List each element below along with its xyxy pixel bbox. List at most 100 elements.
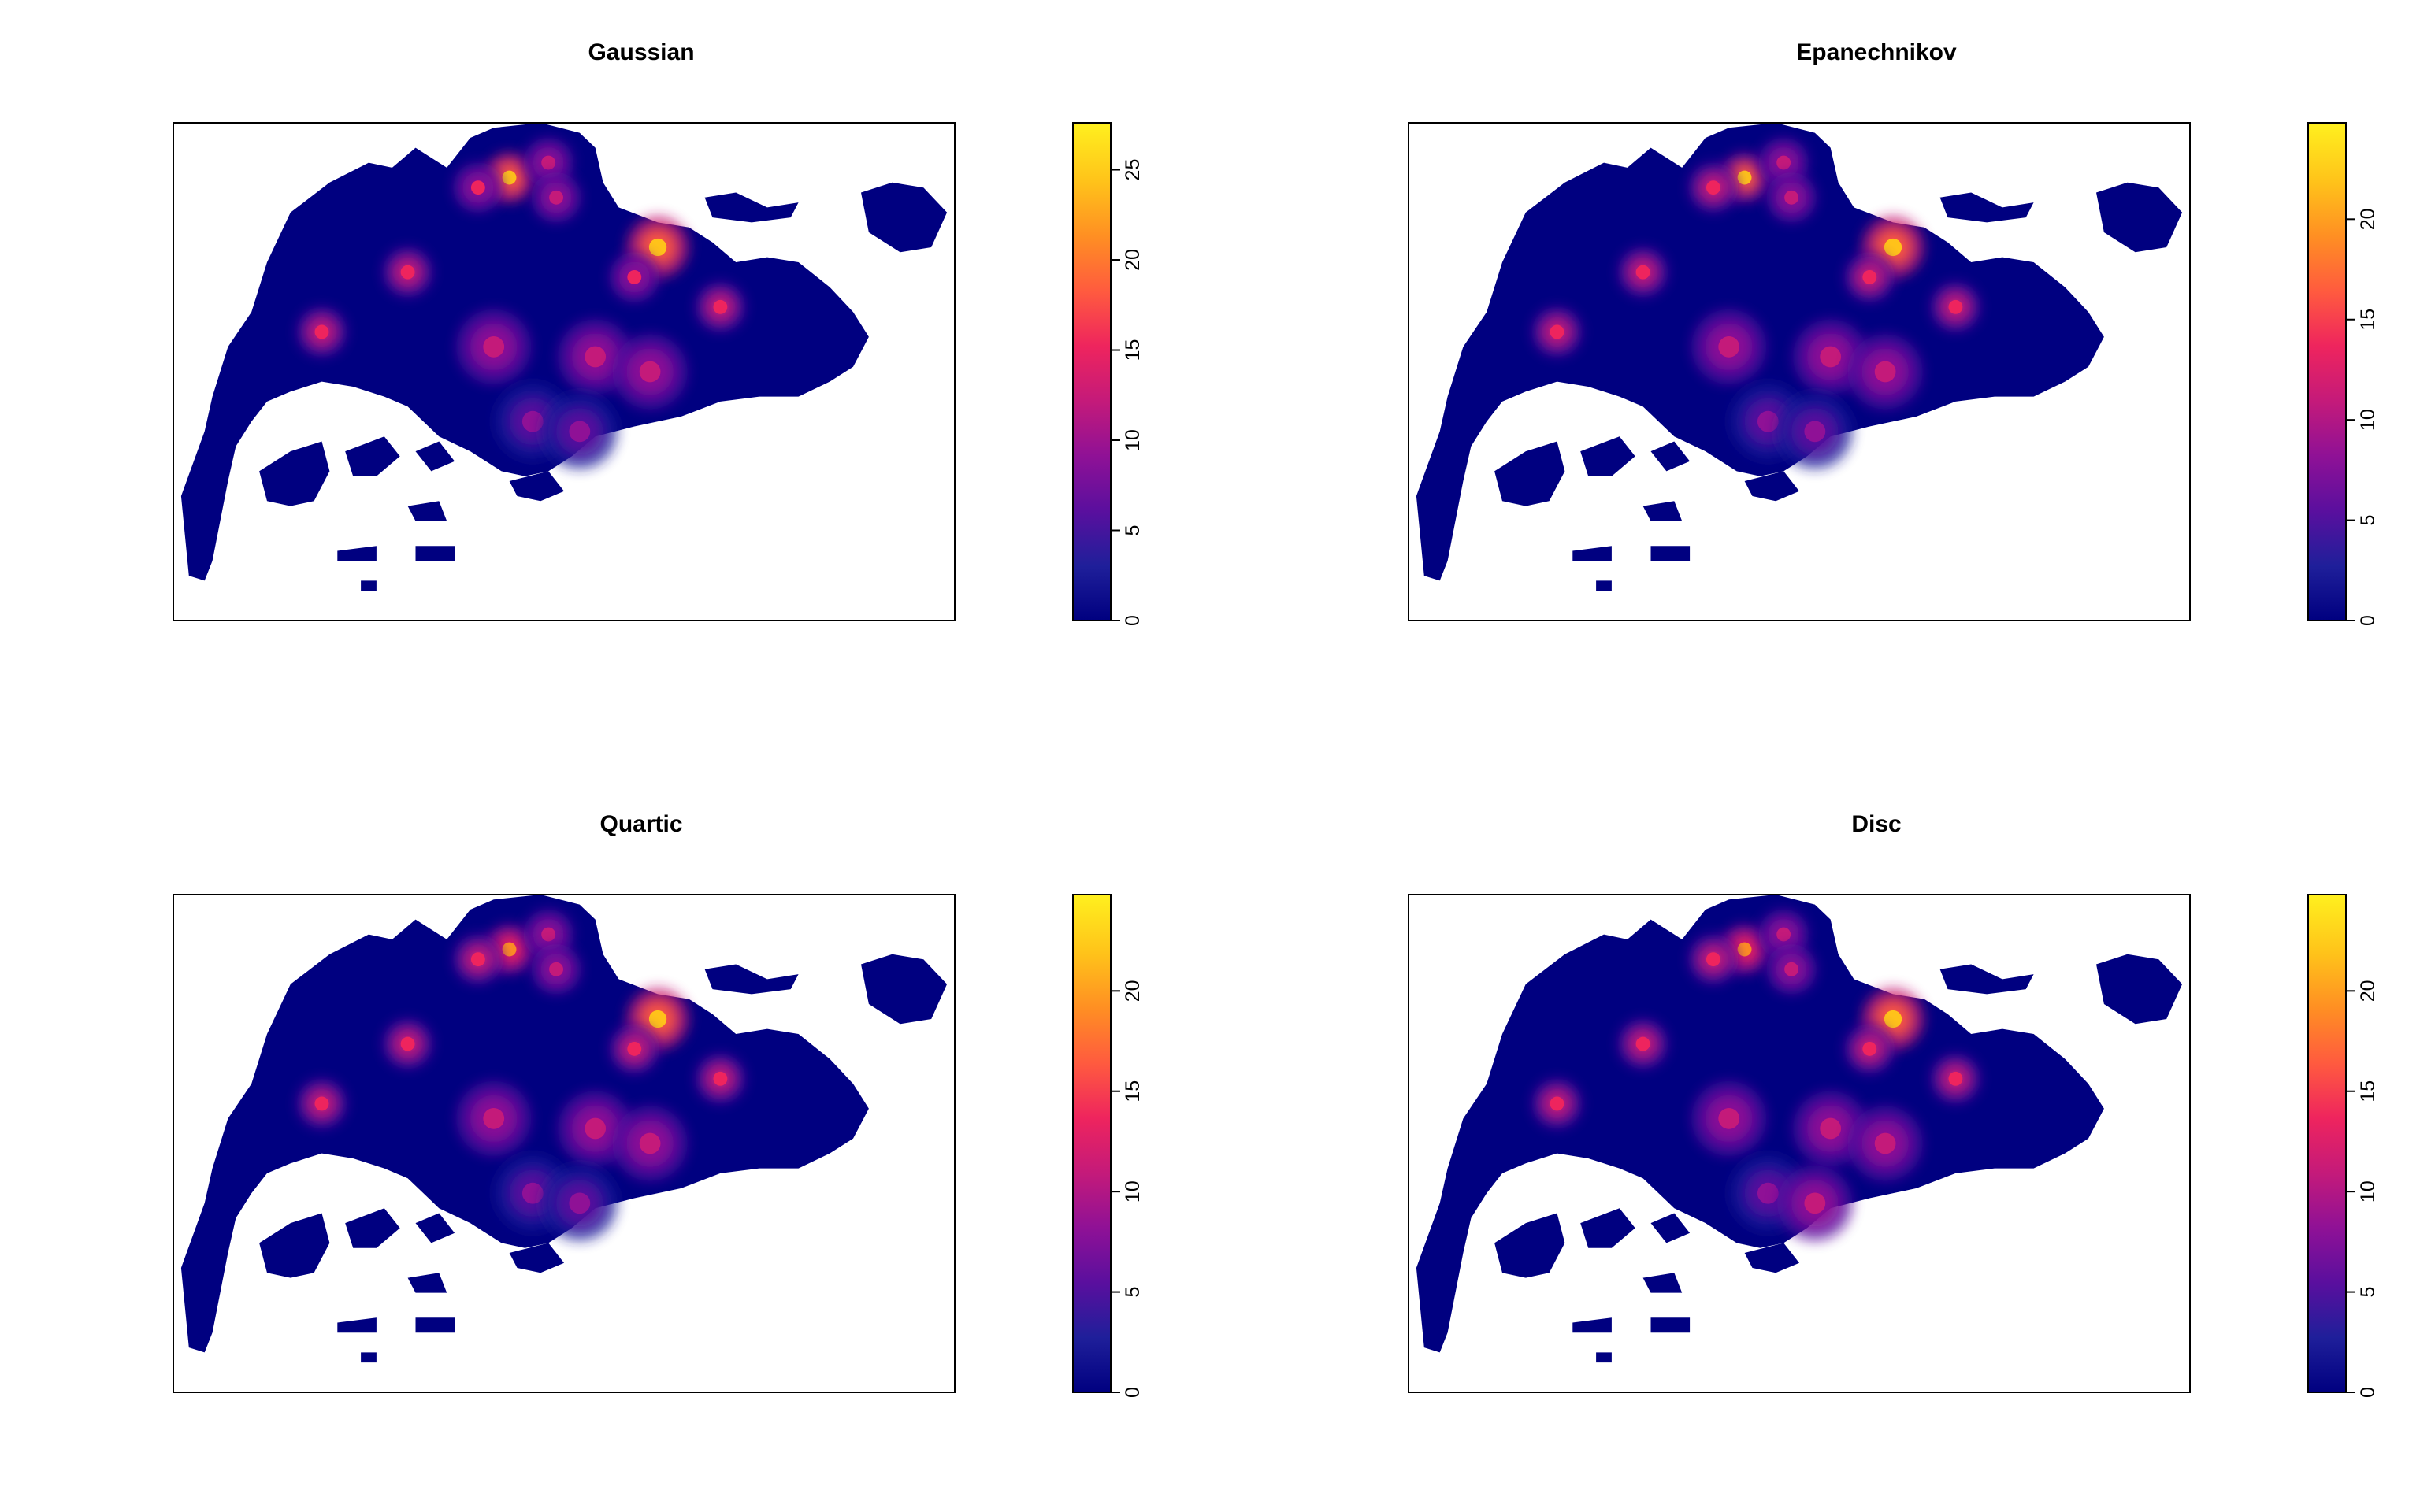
density-hotspot xyxy=(382,246,433,298)
colorbar-ticks: 0 5 10 15 20 xyxy=(1111,980,1144,1398)
density-hotspot xyxy=(1617,1018,1668,1069)
density-hotspot xyxy=(1688,934,1739,984)
density-hotspot xyxy=(296,1078,347,1129)
land-island xyxy=(1939,192,2034,223)
colorbar-tick-label: 0 xyxy=(2357,1387,2379,1398)
colorbar-tick-label: 0 xyxy=(2357,615,2379,626)
density-hotspot xyxy=(453,934,503,984)
colorbar-tick-label: 25 xyxy=(1122,159,1144,181)
colorbar-tick-label: 20 xyxy=(2357,980,2379,1002)
colorbar xyxy=(2307,122,2347,621)
panel-disc: Disc 0 5 10 15 20 xyxy=(1408,811,2379,1398)
land-island xyxy=(1642,501,1683,521)
density-hotspot xyxy=(1691,309,1767,385)
density-hotspot xyxy=(382,1018,433,1069)
plot-frame xyxy=(173,122,956,621)
colorbar-tick-label: 10 xyxy=(2357,1180,2379,1203)
land-island xyxy=(407,1273,447,1293)
density-map xyxy=(180,895,948,1363)
land-island xyxy=(1596,1352,1612,1363)
land-island xyxy=(259,1213,330,1278)
chart-title: Epanechnikov xyxy=(1796,39,1957,65)
density-hotspot xyxy=(695,282,746,332)
density-hotspot xyxy=(1766,172,1817,223)
colorbar-ticks: 0 5 10 15 20 xyxy=(2346,208,2379,626)
land-island xyxy=(1596,580,1612,591)
colorbar-tick-label: 5 xyxy=(1122,525,1144,536)
density-hotspot xyxy=(1777,394,1853,469)
land-island xyxy=(1494,1213,1565,1278)
density-hotspot xyxy=(1847,334,1923,410)
colorbar-tick-label: 10 xyxy=(2357,409,2379,431)
land-island xyxy=(1572,546,1612,561)
panel-epanechnikov: Epanechnikov 0 5 10 15 20 xyxy=(1408,39,2379,626)
land-island xyxy=(361,1352,377,1363)
density-hotspot xyxy=(609,1024,660,1074)
density-hotspot xyxy=(531,172,581,223)
land-island xyxy=(415,546,455,561)
land-island xyxy=(704,192,799,223)
land-island xyxy=(1650,441,1691,472)
plot-frame xyxy=(173,894,956,1393)
colorbar-tick-label: 0 xyxy=(1122,1387,1144,1398)
colorbar-tick-label: 0 xyxy=(1122,615,1144,626)
chart-title: Quartic xyxy=(599,811,682,837)
density-hotspot xyxy=(1691,1080,1767,1157)
colorbar-tick-label: 15 xyxy=(1122,339,1144,361)
land-island xyxy=(1572,1317,1612,1333)
land-island xyxy=(1650,546,1691,561)
land-island xyxy=(1650,1317,1691,1333)
density-hotspot xyxy=(1847,1106,1923,1181)
density-hotspot xyxy=(609,252,660,302)
density-hotspot xyxy=(542,1166,618,1241)
chart-title: Gaussian xyxy=(588,39,694,65)
colorbar-tick-label: 15 xyxy=(2357,1080,2379,1102)
colorbar xyxy=(2307,894,2347,1393)
land-island xyxy=(1494,441,1565,506)
land-island xyxy=(2096,954,2183,1025)
colorbar-tick-label: 20 xyxy=(1122,249,1144,271)
density-hotspot xyxy=(612,1106,688,1181)
land-island xyxy=(1580,436,1635,476)
density-hotspot xyxy=(531,944,581,995)
density-hotspot xyxy=(1930,282,1981,332)
colorbar-tick-label: 5 xyxy=(2357,1287,2379,1298)
plot-frame xyxy=(1408,122,2191,621)
density-hotspot xyxy=(1766,944,1817,995)
density-hotspot xyxy=(1617,246,1668,298)
panel-gaussian: Gaussian 0 5 10 15 20 25 xyxy=(173,39,1144,626)
land-island xyxy=(1744,471,1799,502)
land-island xyxy=(345,1208,400,1248)
land-island xyxy=(861,954,948,1025)
density-hotspot xyxy=(542,394,618,469)
plot-frame xyxy=(1408,894,2191,1393)
land-island xyxy=(337,546,377,561)
density-map xyxy=(1416,895,2183,1363)
colorbar-tick-label: 5 xyxy=(1122,1287,1144,1298)
land-island xyxy=(337,1317,377,1333)
land-island xyxy=(704,964,799,995)
land-island xyxy=(509,1243,564,1273)
colorbar-tick-label: 5 xyxy=(2357,515,2379,526)
land-island xyxy=(861,182,948,253)
land-island xyxy=(361,580,377,591)
density-hotspot xyxy=(1531,306,1583,358)
colorbar xyxy=(1072,894,1112,1393)
colorbar-tick-label: 15 xyxy=(2357,309,2379,331)
density-hotspot xyxy=(456,1080,532,1157)
land-island xyxy=(1650,1213,1691,1243)
colorbar-tick-label: 20 xyxy=(1122,980,1144,1002)
colorbar-tick-label: 15 xyxy=(1122,1080,1144,1102)
land-island xyxy=(415,441,455,472)
land-island xyxy=(1642,1273,1683,1293)
land-island xyxy=(415,1317,455,1333)
colorbar-ticks: 0 5 10 15 20 xyxy=(2346,980,2379,1398)
colorbar-tick-label: 10 xyxy=(1122,429,1144,451)
land-island xyxy=(2096,182,2183,253)
density-hotspot xyxy=(1531,1078,1583,1129)
land-island xyxy=(1580,1208,1635,1248)
density-hotspot xyxy=(1777,1166,1853,1241)
density-hotspot xyxy=(1844,1024,1895,1074)
colorbar-tick-label: 10 xyxy=(1122,1180,1144,1203)
